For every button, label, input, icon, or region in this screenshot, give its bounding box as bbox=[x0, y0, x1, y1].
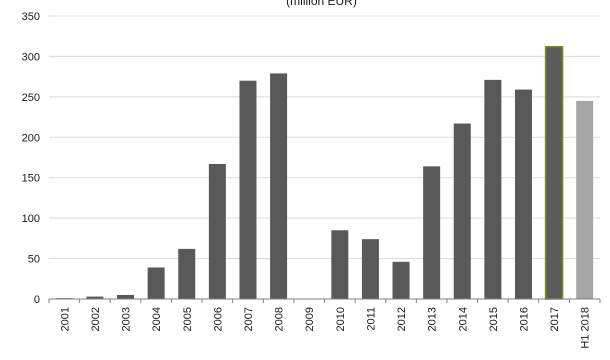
bar-2010 bbox=[331, 230, 349, 299]
axes bbox=[48, 298, 601, 303]
bars bbox=[55, 45, 594, 300]
x-tick-label: 2016 bbox=[518, 307, 530, 331]
x-tick-label: 2015 bbox=[488, 307, 500, 331]
bar-2007 bbox=[239, 80, 257, 299]
bar-2005 bbox=[178, 248, 196, 299]
y-tick-label: 200 bbox=[22, 132, 40, 144]
x-tick-label: 2007 bbox=[243, 307, 255, 331]
x-tick-label: H1 2018 bbox=[580, 307, 592, 349]
bar-2017 bbox=[544, 45, 564, 300]
x-tick-labels: 2001 2002 2003 2004 2005 2006 2007 2008 2009 2010… bbox=[59, 307, 591, 349]
bar-2008 bbox=[270, 73, 288, 299]
x-tick-label: 2008 bbox=[274, 307, 286, 331]
x-tick-label: 2006 bbox=[212, 307, 224, 331]
bar-2014 bbox=[453, 123, 471, 299]
bar-2011 bbox=[361, 239, 379, 299]
y-tick-label: 350 bbox=[22, 11, 40, 23]
x-tick-label: 2005 bbox=[182, 307, 194, 331]
y-tick-label: 50 bbox=[28, 254, 40, 266]
x-tick-label: 2011 bbox=[365, 307, 377, 331]
bar-2003 bbox=[117, 294, 135, 299]
x-tick-label: 2003 bbox=[121, 307, 133, 331]
bar-2002 bbox=[86, 296, 104, 299]
y-tick-label: 0 bbox=[34, 294, 40, 306]
bar-2006 bbox=[208, 163, 226, 299]
x-tick-label: 2017 bbox=[549, 307, 561, 331]
x-tick-label: 2001 bbox=[59, 307, 71, 331]
x-tick-label: 2002 bbox=[90, 307, 102, 331]
x-tick-label: 2009 bbox=[304, 307, 316, 331]
y-tick-label: 250 bbox=[22, 92, 40, 104]
x-tick-label: 2010 bbox=[335, 307, 347, 331]
x-tick-label: 2014 bbox=[457, 307, 469, 331]
y-tick-labels: 0 50 100 150 200 250 300 350 bbox=[22, 11, 40, 306]
grid-lines bbox=[49, 15, 600, 260]
y-tick-label: 100 bbox=[22, 213, 40, 225]
bar-2016 bbox=[514, 89, 532, 299]
bar-h1-2018 bbox=[576, 100, 594, 300]
chart-subtitle: (million EUR) bbox=[286, 0, 357, 8]
y-tick-label: 300 bbox=[22, 51, 40, 63]
bar-2013 bbox=[423, 166, 441, 299]
bar-2004 bbox=[147, 267, 165, 299]
x-tick-label: 2004 bbox=[151, 307, 163, 331]
x-tick-label: 2012 bbox=[396, 307, 408, 331]
x-tick-label: 2013 bbox=[427, 307, 439, 331]
bar-2012 bbox=[392, 261, 410, 299]
y-tick-label: 150 bbox=[22, 173, 40, 185]
bar-2015 bbox=[484, 79, 502, 300]
